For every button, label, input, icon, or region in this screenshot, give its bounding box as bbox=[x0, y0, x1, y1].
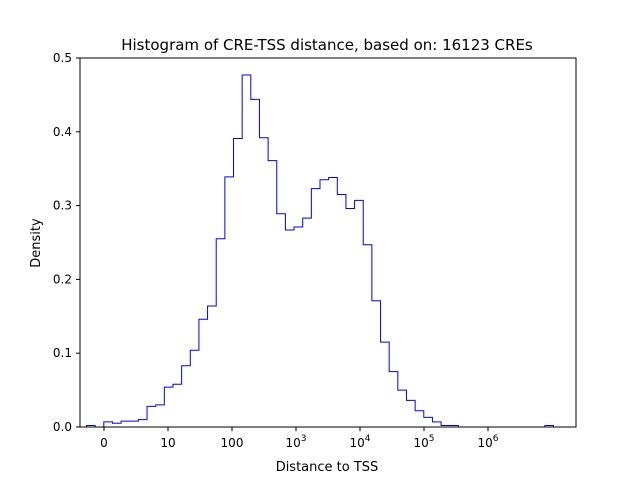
y-tick-label: 0.4 bbox=[53, 125, 72, 139]
x-tick-label: 103 bbox=[285, 434, 306, 450]
y-axis: 0.0 0.1 0.2 0.3 0.4 0.5 bbox=[53, 51, 80, 434]
plot-area bbox=[79, 57, 577, 428]
x-tick-label: 106 bbox=[477, 434, 498, 450]
x-axis: 0 10 100 103 104 105 106 bbox=[100, 427, 499, 450]
x-tick-label: 105 bbox=[413, 434, 434, 450]
y-tick-label: 0.2 bbox=[53, 272, 72, 286]
y-tick-label: 0.3 bbox=[53, 199, 72, 213]
histogram-step-line bbox=[86, 74, 554, 428]
x-tick-label: 100 bbox=[221, 436, 244, 450]
x-tick-label: 0 bbox=[100, 436, 108, 450]
y-tick-label: 0.5 bbox=[53, 51, 72, 65]
axes-frame bbox=[79, 57, 577, 428]
y-axis-label: Density bbox=[29, 218, 44, 268]
x-tick-label: 10 bbox=[160, 436, 175, 450]
x-axis-label: Distance to TSS bbox=[276, 460, 379, 475]
y-tick-label: 0.1 bbox=[53, 346, 72, 360]
chart-title: Histogram of CRE-TSS distance, based on:… bbox=[121, 36, 533, 54]
y-tick-label: 0.0 bbox=[53, 420, 72, 434]
x-tick-label: 104 bbox=[349, 434, 370, 450]
